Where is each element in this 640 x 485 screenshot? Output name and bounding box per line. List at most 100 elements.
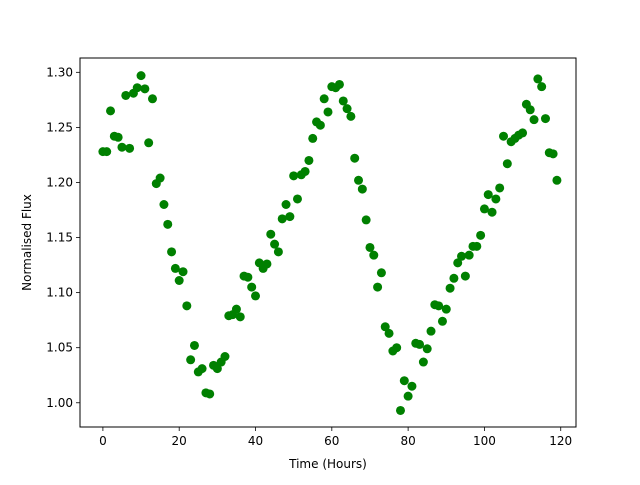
data-point bbox=[212, 364, 222, 374]
data-point bbox=[392, 343, 402, 353]
data-point bbox=[449, 273, 459, 283]
data-point bbox=[548, 149, 558, 159]
data-point bbox=[308, 133, 318, 143]
data-point bbox=[350, 153, 360, 163]
data-point bbox=[205, 389, 215, 399]
data-point bbox=[266, 229, 276, 239]
data-point bbox=[373, 282, 383, 292]
data-point bbox=[273, 247, 283, 257]
data-point bbox=[159, 200, 169, 209]
data-point bbox=[502, 159, 512, 169]
data-point bbox=[384, 328, 394, 338]
data-point bbox=[334, 79, 344, 89]
data-point bbox=[460, 271, 470, 281]
data-point bbox=[395, 405, 405, 415]
data-point bbox=[472, 241, 482, 251]
data-point bbox=[323, 107, 333, 117]
data-point bbox=[262, 259, 272, 269]
y-axis-label: Normalised Flux bbox=[20, 194, 34, 291]
data-point bbox=[491, 194, 501, 204]
data-point bbox=[285, 212, 295, 222]
data-point bbox=[155, 173, 165, 183]
y-tick-label: 1.30 bbox=[46, 65, 73, 79]
x-tick-label: 60 bbox=[324, 434, 339, 448]
data-point bbox=[483, 190, 493, 200]
data-point bbox=[247, 282, 257, 292]
data-point bbox=[117, 142, 127, 152]
data-point bbox=[441, 304, 451, 314]
y-tick-label: 1.25 bbox=[46, 120, 73, 134]
data-point bbox=[533, 74, 543, 84]
data-point bbox=[518, 128, 528, 138]
data-point bbox=[338, 96, 348, 106]
data-point bbox=[415, 339, 425, 349]
data-point bbox=[529, 115, 539, 125]
data-point bbox=[189, 340, 199, 350]
data-point bbox=[197, 364, 207, 374]
data-point bbox=[319, 94, 329, 104]
y-tick-label: 1.20 bbox=[46, 175, 73, 189]
data-point bbox=[399, 376, 409, 386]
data-point bbox=[479, 204, 489, 214]
data-point bbox=[525, 105, 535, 115]
data-point bbox=[231, 304, 241, 314]
data-point bbox=[304, 155, 314, 165]
data-point bbox=[121, 90, 131, 100]
x-tick-label: 0 bbox=[99, 434, 107, 448]
x-axis-ticks: 0 20 40 60 80 100 120 bbox=[99, 427, 572, 448]
y-axis-ticks: 1.00 1.05 1.10 1.15 1.20 1.25 1.30 bbox=[46, 65, 80, 410]
data-point bbox=[113, 132, 123, 142]
data-point bbox=[464, 250, 474, 260]
data-point bbox=[136, 71, 146, 81]
x-tick-label: 120 bbox=[549, 434, 572, 448]
y-tick-label: 1.10 bbox=[46, 286, 73, 300]
data-point bbox=[342, 104, 352, 114]
data-point bbox=[361, 215, 371, 225]
data-point bbox=[144, 138, 154, 148]
x-tick-label: 40 bbox=[248, 434, 263, 448]
data-point bbox=[445, 283, 455, 293]
data-point bbox=[147, 94, 157, 104]
data-point bbox=[292, 194, 302, 204]
data-point bbox=[220, 352, 230, 361]
data-point bbox=[426, 326, 436, 336]
data-point bbox=[354, 175, 364, 185]
data-point bbox=[300, 166, 310, 176]
data-point bbox=[106, 106, 116, 116]
data-point bbox=[476, 230, 486, 240]
data-point bbox=[434, 301, 444, 311]
data-point bbox=[277, 214, 287, 224]
data-point bbox=[499, 131, 509, 141]
x-tick-label: 20 bbox=[172, 434, 187, 448]
data-point bbox=[453, 258, 463, 268]
data-point bbox=[407, 381, 417, 391]
data-point bbox=[289, 171, 299, 181]
data-point bbox=[243, 272, 253, 282]
data-point bbox=[163, 219, 173, 229]
data-point bbox=[102, 147, 112, 157]
data-point bbox=[357, 184, 367, 194]
data-point bbox=[552, 175, 562, 185]
data-point bbox=[270, 239, 280, 249]
data-point bbox=[495, 183, 505, 193]
y-tick-label: 1.00 bbox=[46, 396, 73, 410]
data-point bbox=[182, 301, 192, 311]
data-point bbox=[170, 263, 180, 273]
y-tick-label: 1.15 bbox=[46, 231, 73, 245]
data-point bbox=[376, 268, 386, 278]
data-point bbox=[281, 200, 291, 209]
data-point bbox=[487, 207, 497, 217]
y-tick-label: 1.05 bbox=[46, 341, 73, 355]
data-point bbox=[380, 322, 390, 332]
data-point bbox=[167, 247, 177, 257]
data-point bbox=[422, 344, 432, 354]
data-point bbox=[437, 316, 447, 326]
data-point bbox=[418, 357, 428, 367]
data-point bbox=[346, 111, 356, 121]
data-point bbox=[403, 391, 413, 401]
data-point bbox=[315, 120, 325, 130]
data-point bbox=[178, 267, 188, 277]
